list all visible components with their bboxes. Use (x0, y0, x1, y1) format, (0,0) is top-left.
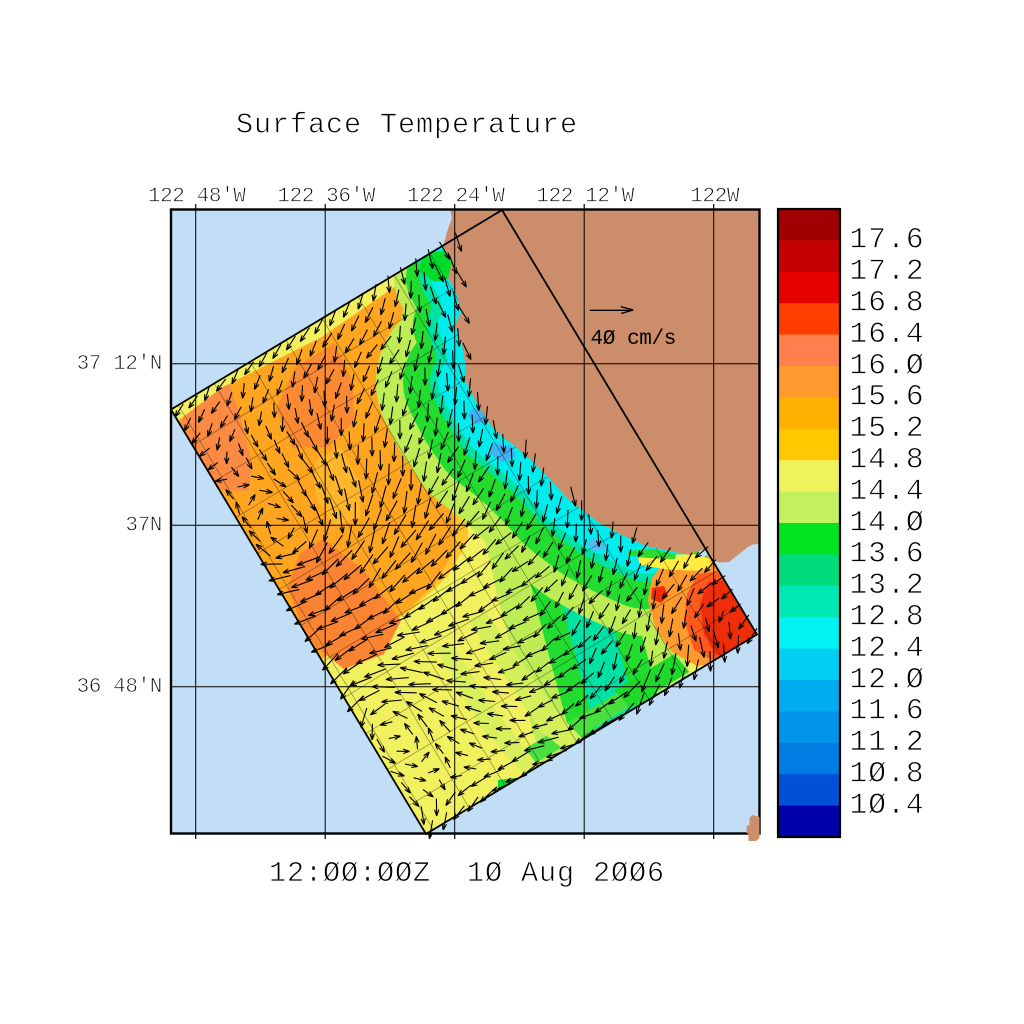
svg-text:122 36ʹW: 122 36ʹW (277, 186, 375, 209)
svg-text:17.6: 17.6 (850, 223, 925, 257)
svg-text:122 24ʹW: 122 24ʹW (407, 186, 505, 209)
svg-text:16.Ø: 16.Ø (850, 348, 925, 382)
svg-text:122 12ʹW: 122 12ʹW (536, 186, 634, 209)
svg-text:17.2: 17.2 (850, 254, 925, 288)
svg-text:14.4: 14.4 (850, 474, 925, 508)
svg-text:36 48ʹN: 36 48ʹN (77, 676, 162, 699)
svg-text:16.8: 16.8 (850, 286, 925, 320)
svg-text:37N: 37N (125, 515, 162, 538)
svg-text:12.Ø: 12.Ø (850, 662, 925, 696)
svg-text:12:ØØ:ØØZ 1Ø Aug 2ØØ6: 12:ØØ:ØØZ 1Ø Aug 2ØØ6 (269, 857, 665, 890)
svg-text:14.8: 14.8 (850, 443, 925, 477)
svg-text:37 12ʹN: 37 12ʹN (77, 353, 162, 376)
svg-text:14.Ø: 14.Ø (850, 505, 925, 539)
svg-text:15.2: 15.2 (850, 411, 925, 445)
svg-text:11.6: 11.6 (850, 694, 925, 728)
svg-text:13.2: 13.2 (850, 568, 925, 602)
svg-text:12.8: 12.8 (850, 600, 925, 634)
svg-text:1Ø.4: 1Ø.4 (850, 788, 925, 822)
svg-text:122W: 122W (690, 186, 740, 209)
svg-text:16.4: 16.4 (850, 317, 925, 351)
svg-text:15.6: 15.6 (850, 380, 925, 414)
svg-text:122 48ʹW: 122 48ʹW (148, 186, 246, 209)
svg-text:Surface Temperature: Surface Temperature (236, 108, 578, 141)
svg-text:11.2: 11.2 (850, 725, 925, 759)
svg-text:1Ø.8: 1Ø.8 (850, 757, 925, 791)
svg-text:4Ø cm/s: 4Ø cm/s (591, 328, 676, 351)
svg-text:12.4: 12.4 (850, 631, 925, 665)
svg-text:13.6: 13.6 (850, 537, 925, 571)
